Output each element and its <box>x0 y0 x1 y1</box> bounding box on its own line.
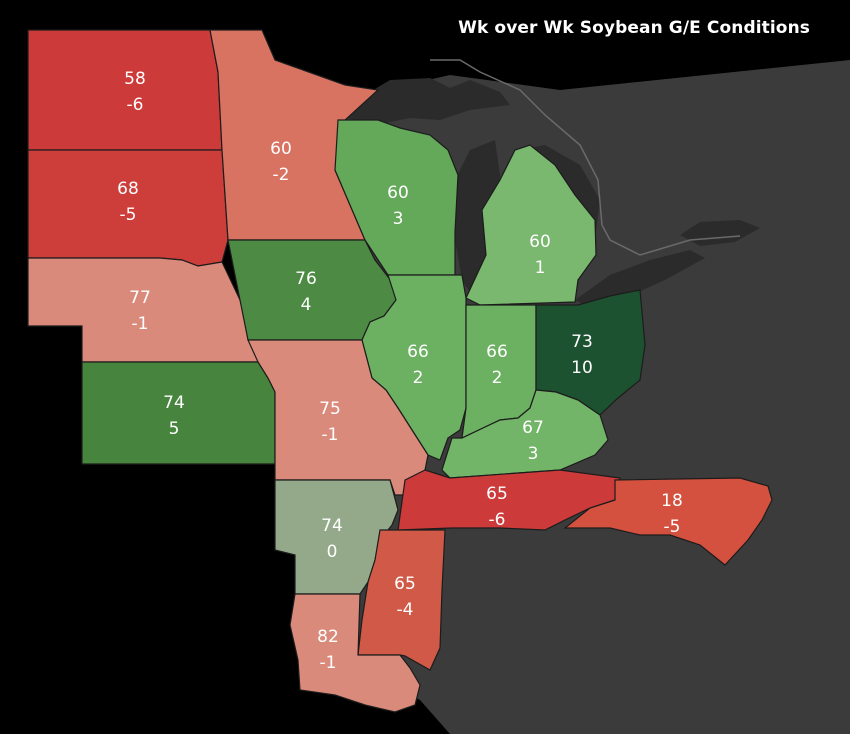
state-value: 73 <box>571 332 593 352</box>
state-value: 82 <box>317 627 339 647</box>
state-label-ms: 65 -4 <box>365 571 445 623</box>
state-value: 60 <box>387 183 409 203</box>
state-change: -5 <box>119 205 137 225</box>
state-label-in: 66 2 <box>457 339 537 391</box>
state-change: 1 <box>534 258 546 278</box>
map-title: Wk over Wk Soybean G/E Conditions <box>458 18 810 38</box>
state-label-la: 82 -1 <box>288 624 368 676</box>
state-label-sd: 68 -5 <box>88 176 168 228</box>
state-change: 0 <box>326 542 338 562</box>
lake-erie <box>575 250 705 308</box>
state-label-mn: 60 -2 <box>241 136 321 188</box>
state-value: 75 <box>319 399 341 419</box>
state-value: 58 <box>124 69 146 89</box>
state-label-ky: 67 3 <box>493 415 573 467</box>
state-label-tn: 65 -6 <box>457 481 537 533</box>
state-ms[interactable] <box>357 529 446 671</box>
state-change: -1 <box>321 425 339 445</box>
state-change: 3 <box>527 444 539 464</box>
state-value: 18 <box>661 491 683 511</box>
state-label-mi: 60 1 <box>500 229 580 281</box>
state-change: -4 <box>396 600 414 620</box>
state-label-nd: 58 -6 <box>95 66 175 118</box>
state-value: 65 <box>394 574 416 594</box>
lake-superior <box>345 78 510 124</box>
state-label-ar: 74 0 <box>292 513 372 565</box>
state-change: -5 <box>663 517 681 537</box>
state-value: 60 <box>529 232 551 252</box>
border-line <box>430 59 741 256</box>
state-value: 74 <box>163 393 185 413</box>
state-wi[interactable] <box>334 119 459 276</box>
state-value: 67 <box>522 418 544 438</box>
state-value: 66 <box>486 342 508 362</box>
state-value: 66 <box>407 342 429 362</box>
state-label-wi: 60 3 <box>358 180 438 232</box>
state-change: -1 <box>131 314 149 334</box>
state-change: -1 <box>319 653 337 673</box>
state-change: -2 <box>272 165 290 185</box>
state-label-ia: 76 4 <box>266 266 346 318</box>
state-change: -6 <box>126 95 144 115</box>
state-change: 2 <box>412 368 424 388</box>
states-layer <box>27 29 773 713</box>
state-change: 10 <box>571 358 593 378</box>
state-nc[interactable] <box>563 477 773 566</box>
state-value: 74 <box>321 516 343 536</box>
state-change: 3 <box>392 209 404 229</box>
state-label-il: 66 2 <box>378 339 458 391</box>
state-change: 4 <box>300 295 312 315</box>
state-value: 76 <box>295 269 317 289</box>
state-label-ne: 77 -1 <box>100 285 180 337</box>
state-label-mo: 75 -1 <box>290 396 370 448</box>
state-value: 68 <box>117 179 139 199</box>
state-ky[interactable] <box>441 389 609 479</box>
state-value: 60 <box>270 139 292 159</box>
state-value: 77 <box>129 288 151 308</box>
state-la[interactable] <box>289 593 421 713</box>
state-change: 5 <box>168 419 180 439</box>
state-label-oh: 73 10 <box>542 329 622 381</box>
state-value: 65 <box>486 484 508 504</box>
state-label-nc: 18 -5 <box>632 488 712 540</box>
state-change: 2 <box>491 368 503 388</box>
state-change: -6 <box>488 510 506 530</box>
state-label-ks: 74 5 <box>134 390 214 442</box>
